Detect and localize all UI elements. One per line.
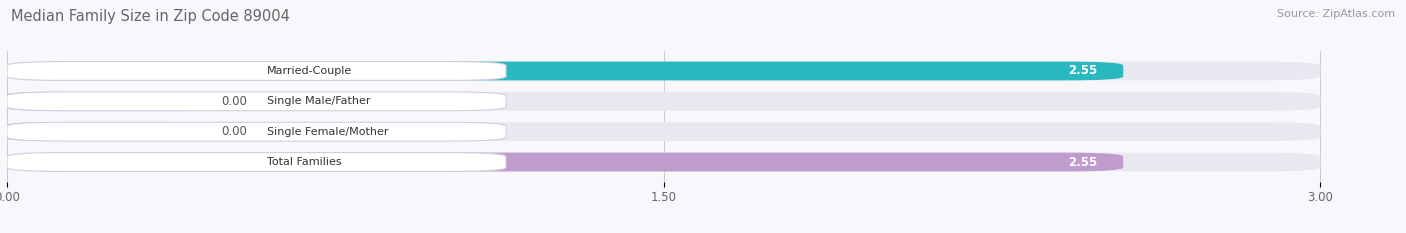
FancyBboxPatch shape	[7, 153, 506, 171]
FancyBboxPatch shape	[7, 153, 1123, 171]
FancyBboxPatch shape	[7, 122, 506, 141]
Text: 2.55: 2.55	[1067, 65, 1097, 78]
Text: Married-Couple: Married-Couple	[267, 66, 352, 76]
FancyBboxPatch shape	[7, 62, 1320, 80]
FancyBboxPatch shape	[7, 62, 506, 80]
FancyBboxPatch shape	[7, 92, 506, 111]
FancyBboxPatch shape	[7, 153, 1320, 171]
Text: Source: ZipAtlas.com: Source: ZipAtlas.com	[1277, 9, 1395, 19]
Text: 0.00: 0.00	[222, 95, 247, 108]
Text: Single Male/Father: Single Male/Father	[267, 96, 370, 106]
Text: Total Families: Total Families	[267, 157, 342, 167]
FancyBboxPatch shape	[7, 92, 1320, 111]
Text: 0.00: 0.00	[222, 125, 247, 138]
FancyBboxPatch shape	[7, 92, 204, 111]
FancyBboxPatch shape	[7, 62, 1123, 80]
FancyBboxPatch shape	[7, 122, 1320, 141]
FancyBboxPatch shape	[7, 122, 204, 141]
Text: 2.55: 2.55	[1067, 155, 1097, 168]
Text: Median Family Size in Zip Code 89004: Median Family Size in Zip Code 89004	[11, 9, 290, 24]
Text: Single Female/Mother: Single Female/Mother	[267, 127, 388, 137]
